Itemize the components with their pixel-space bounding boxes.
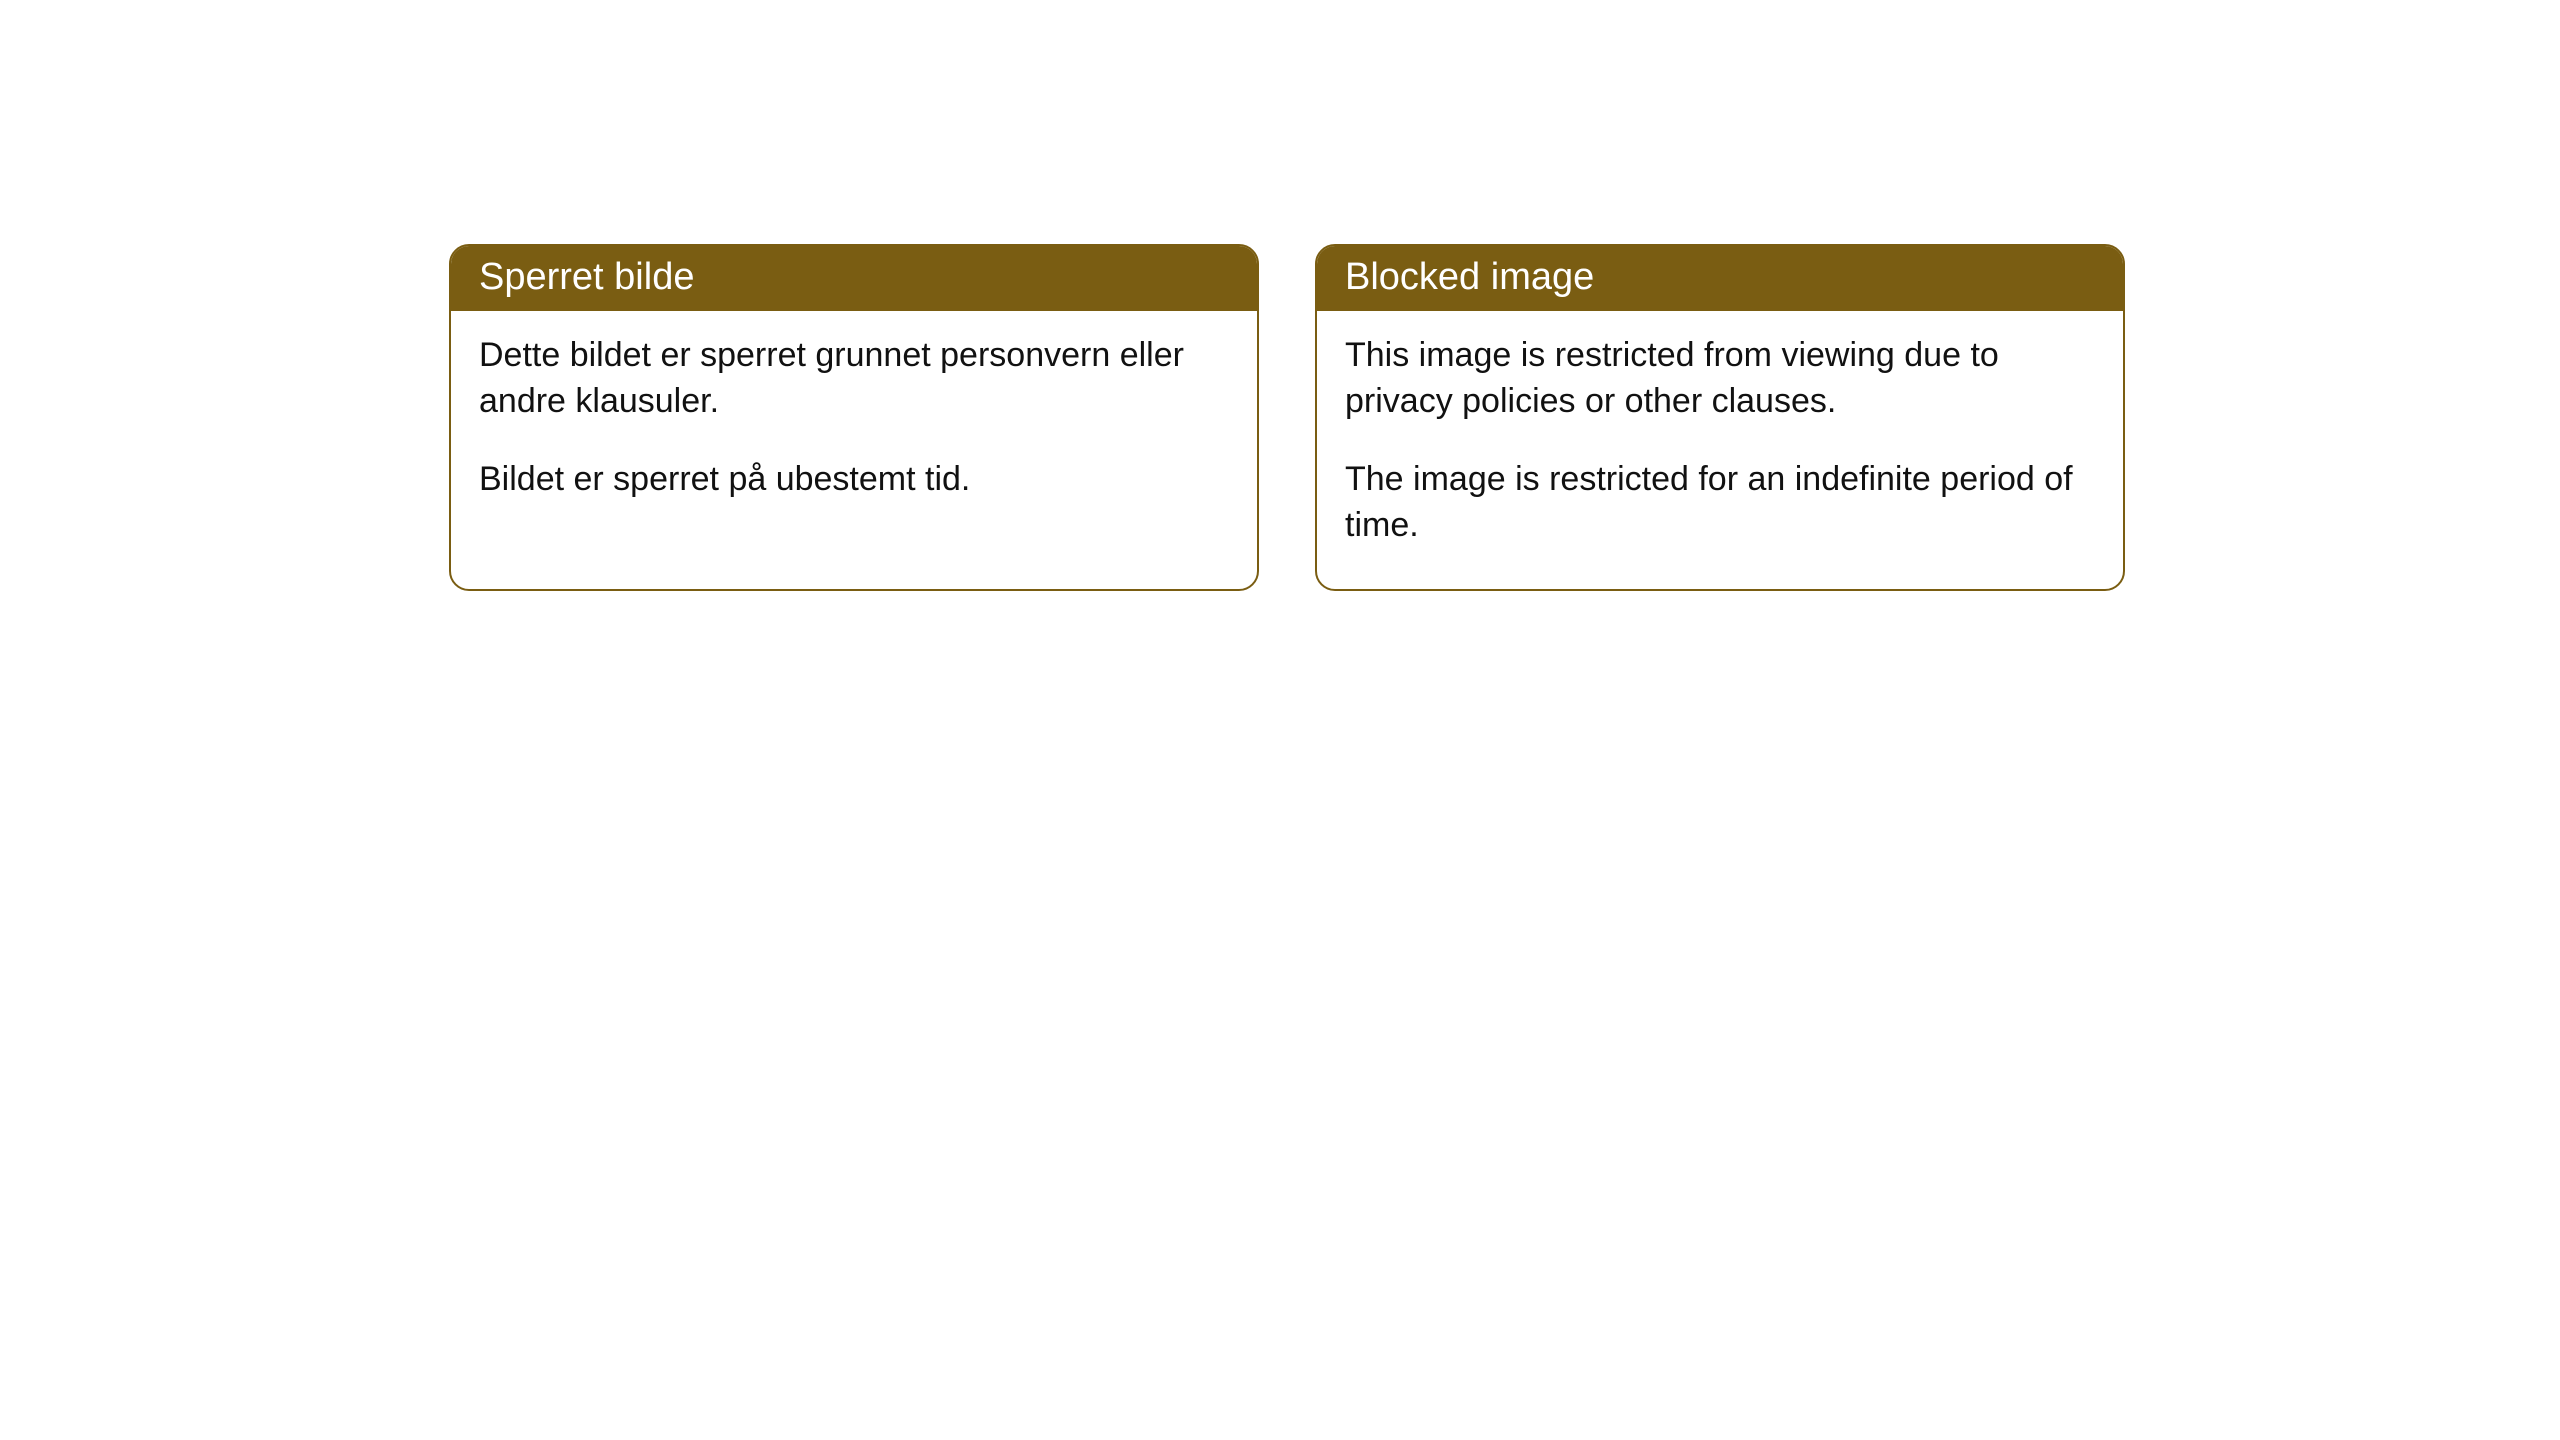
card-title: Sperret bilde bbox=[451, 246, 1257, 311]
card-paragraph: Bildet er sperret på ubestemt tid. bbox=[479, 457, 1229, 503]
card-title: Blocked image bbox=[1317, 246, 2123, 311]
card-body: This image is restricted from viewing du… bbox=[1317, 311, 2123, 589]
card-paragraph: Dette bildet er sperret grunnet personve… bbox=[479, 333, 1229, 425]
notice-cards-container: Sperret bilde Dette bildet er sperret gr… bbox=[0, 0, 2560, 591]
card-paragraph: This image is restricted from viewing du… bbox=[1345, 333, 2095, 425]
notice-card-norwegian: Sperret bilde Dette bildet er sperret gr… bbox=[449, 244, 1259, 591]
card-body: Dette bildet er sperret grunnet personve… bbox=[451, 311, 1257, 543]
notice-card-english: Blocked image This image is restricted f… bbox=[1315, 244, 2125, 591]
card-paragraph: The image is restricted for an indefinit… bbox=[1345, 457, 2095, 549]
